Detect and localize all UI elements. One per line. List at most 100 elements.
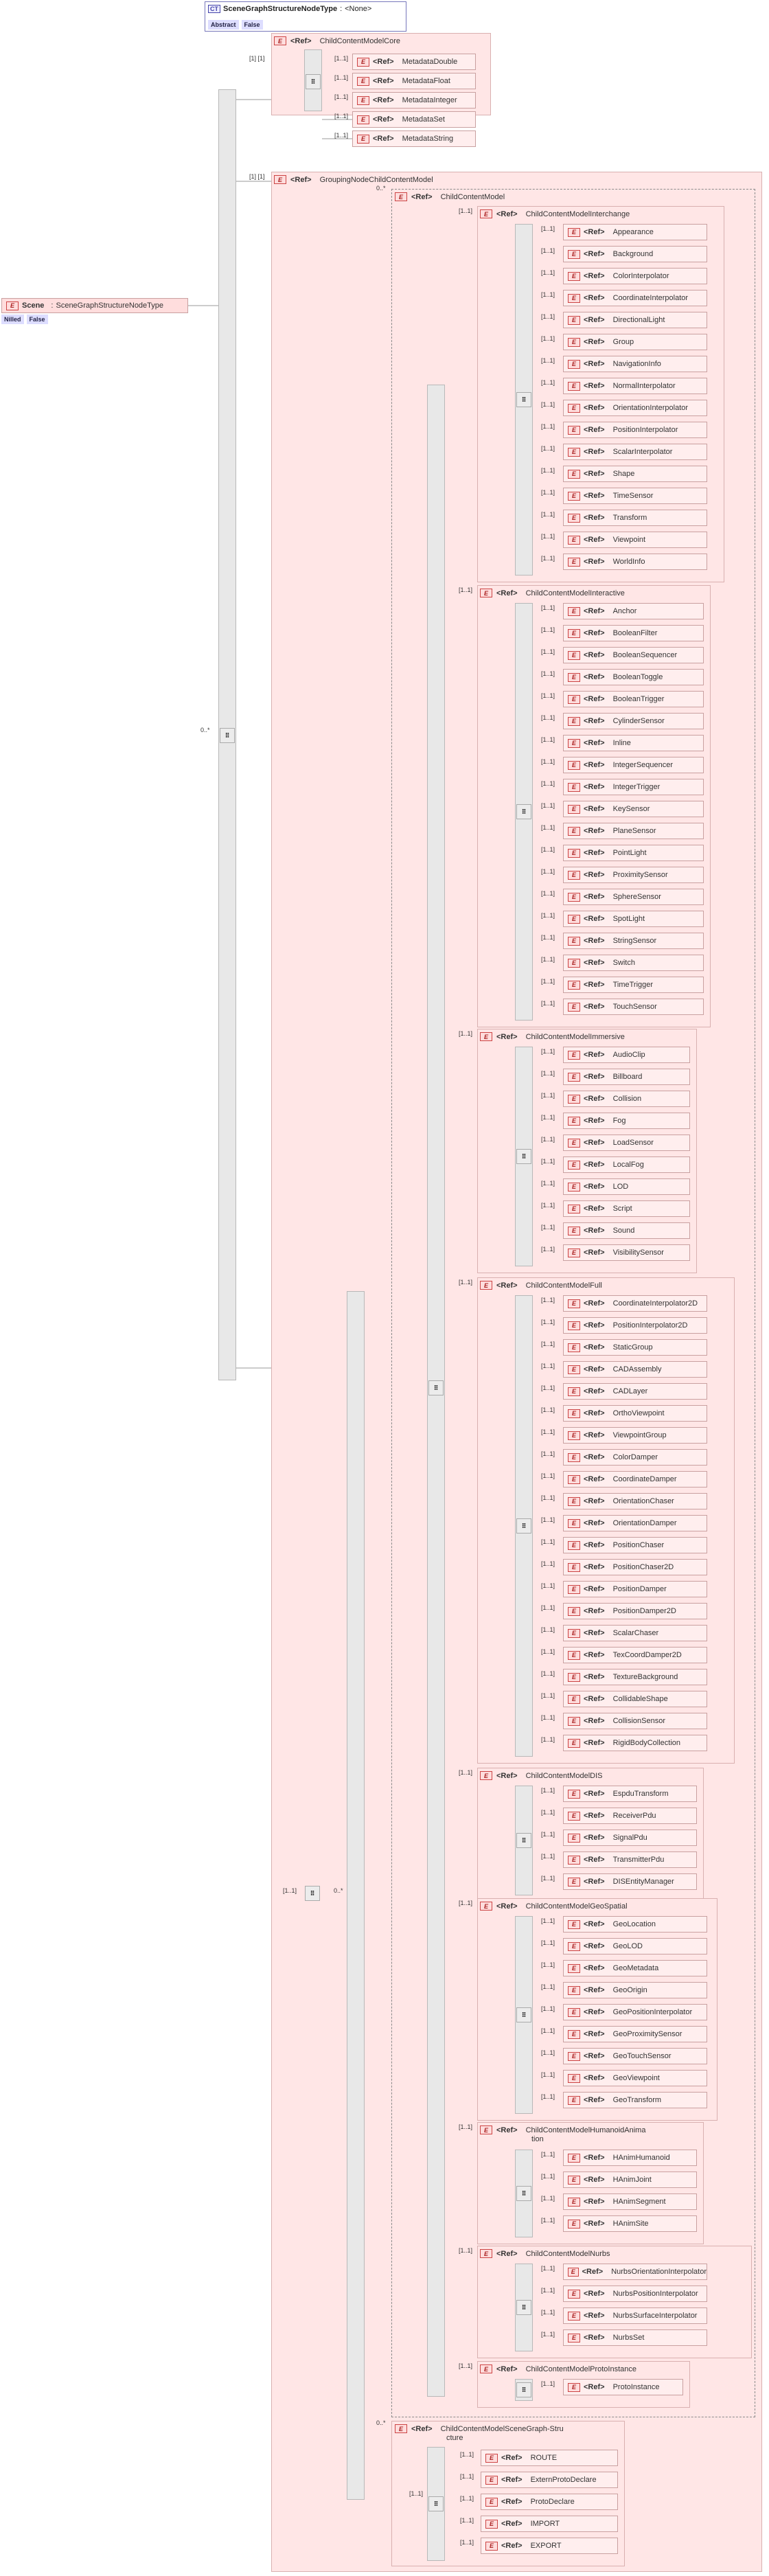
element-metadatastring[interactable]: E <Ref> MetadataString <box>352 130 476 147</box>
element-collidableshape[interactable]: E <Ref> CollidableShape <box>563 1691 707 1707</box>
element-nurbspositioninterpolator[interactable]: E <Ref> NurbsPositionInterpolator <box>563 2286 707 2302</box>
element-protoinstance[interactable]: E <Ref> ProtoInstance <box>563 2379 683 2395</box>
element-texcoorddamper2d[interactable]: E <Ref> TexCoordDamper2D <box>563 1647 707 1663</box>
group-title-childcontentmodelimmersive[interactable]: E <Ref> ChildContentModelImmersive <box>480 1032 625 1041</box>
element-metadatafloat[interactable]: E <Ref> MetadataFloat <box>352 73 476 89</box>
element-disentitymanager[interactable]: E <Ref> DISEntityManager <box>563 1873 697 1890</box>
element-geoorigin[interactable]: E <Ref> GeoOrigin <box>563 1982 707 1998</box>
element-geotransform[interactable]: E <Ref> GeoTransform <box>563 2092 707 2108</box>
element-signalpdu[interactable]: E <Ref> SignalPdu <box>563 1830 697 1846</box>
element-audioclip[interactable]: E <Ref> AudioClip <box>563 1047 690 1063</box>
grouping-group-title[interactable]: E <Ref> GroupingNodeChildContentModel <box>274 175 433 184</box>
group-title-childcontentmodelnurbs[interactable]: E <Ref> ChildContentModelNurbs <box>480 2249 610 2258</box>
element-hanimsite[interactable]: E <Ref> HAnimSite <box>563 2215 697 2232</box>
element-positioninterpolator[interactable]: E <Ref> PositionInterpolator <box>563 422 707 438</box>
element-collision[interactable]: E <Ref> Collision <box>563 1091 690 1107</box>
element-spheresensor[interactable]: E <Ref> SphereSensor <box>563 889 704 905</box>
element-hanimhumanoid[interactable]: E <Ref> HAnimHumanoid <box>563 2150 697 2166</box>
element-scalarchaser[interactable]: E <Ref> ScalarChaser <box>563 1625 707 1641</box>
element-keysensor[interactable]: E <Ref> KeySensor <box>563 801 704 817</box>
element-normalinterpolator[interactable]: E <Ref> NormalInterpolator <box>563 378 707 394</box>
element-fog[interactable]: E <Ref> Fog <box>563 1113 690 1129</box>
element-orientationchaser[interactable]: E <Ref> OrientationChaser <box>563 1493 707 1509</box>
element-espdutransform[interactable]: E <Ref> EspduTransform <box>563 1786 697 1802</box>
element-shape[interactable]: E <Ref> Shape <box>563 466 707 482</box>
element-booleantrigger[interactable]: E <Ref> BooleanTrigger <box>563 691 704 707</box>
element-geopositioninterpolator[interactable]: E <Ref> GeoPositionInterpolator <box>563 2004 707 2020</box>
scene-graph-structure-title[interactable]: E <Ref> ChildContentModelSceneGraph-Stru <box>395 2424 564 2433</box>
element-visibilitysensor[interactable]: E <Ref> VisibilitySensor <box>563 1244 690 1261</box>
scene-element[interactable]: E Scene : SceneGraphStructureNodeType <box>1 298 188 313</box>
group-title-childcontentmodelinteractive[interactable]: E <Ref> ChildContentModelInteractive <box>480 589 625 597</box>
element-coordinateinterpolator[interactable]: E <Ref> CoordinateInterpolator <box>563 290 707 306</box>
element-collisionsensor[interactable]: E <Ref> CollisionSensor <box>563 1713 707 1729</box>
element-script[interactable]: E <Ref> Script <box>563 1200 690 1217</box>
element-hanimsegment[interactable]: E <Ref> HAnimSegment <box>563 2193 697 2210</box>
element-inline[interactable]: E <Ref> Inline <box>563 735 704 751</box>
element-orientationdamper[interactable]: E <Ref> OrientationDamper <box>563 1515 707 1531</box>
element-externprotodeclare[interactable]: E <Ref> ExternProtoDeclare <box>481 2472 618 2488</box>
element-positiondamper2d[interactable]: E <Ref> PositionDamper2D <box>563 1603 707 1619</box>
element-group[interactable]: E <Ref> Group <box>563 334 707 350</box>
element-metadataset[interactable]: E <Ref> MetadataSet <box>352 111 476 128</box>
element-orientationinterpolator[interactable]: E <Ref> OrientationInterpolator <box>563 400 707 416</box>
element-geotouchsensor[interactable]: E <Ref> GeoTouchSensor <box>563 2048 707 2064</box>
element-protodeclare[interactable]: E <Ref> ProtoDeclare <box>481 2494 618 2510</box>
element-colorinterpolator[interactable]: E <Ref> ColorInterpolator <box>563 268 707 284</box>
group-title-childcontentmodeldis[interactable]: E <Ref> ChildContentModelDIS <box>480 1771 602 1780</box>
element-switch[interactable]: E <Ref> Switch <box>563 955 704 971</box>
child-content-model-title[interactable]: E <Ref> ChildContentModel <box>395 192 505 201</box>
element-billboard[interactable]: E <Ref> Billboard <box>563 1069 690 1085</box>
element-lod[interactable]: E <Ref> LOD <box>563 1178 690 1195</box>
element-booleantoggle[interactable]: E <Ref> BooleanToggle <box>563 669 704 685</box>
element-background[interactable]: E <Ref> Background <box>563 246 707 262</box>
element-nurbsset[interactable]: E <Ref> NurbsSet <box>563 2329 707 2346</box>
element-cadassembly[interactable]: E <Ref> CADAssembly <box>563 1361 707 1378</box>
element-transmitterpdu[interactable]: E <Ref> TransmitterPdu <box>563 1851 697 1868</box>
element-spotlight[interactable]: E <Ref> SpotLight <box>563 911 704 927</box>
core-group-title[interactable]: E <Ref> ChildContentModelCore <box>274 36 400 45</box>
element-cadlayer[interactable]: E <Ref> CADLayer <box>563 1383 707 1400</box>
element-geoviewpoint[interactable]: E <Ref> GeoViewpoint <box>563 2070 707 2086</box>
element-staticgroup[interactable]: E <Ref> StaticGroup <box>563 1339 707 1356</box>
element-receiverpdu[interactable]: E <Ref> ReceiverPdu <box>563 1808 697 1824</box>
element-touchsensor[interactable]: E <Ref> TouchSensor <box>563 999 704 1015</box>
element-positionchaser2d[interactable]: E <Ref> PositionChaser2D <box>563 1559 707 1575</box>
element-navigationinfo[interactable]: E <Ref> NavigationInfo <box>563 356 707 372</box>
element-appearance[interactable]: E <Ref> Appearance <box>563 224 707 240</box>
element-viewpointgroup[interactable]: E <Ref> ViewpointGroup <box>563 1427 707 1444</box>
element-hanimjoint[interactable]: E <Ref> HAnimJoint <box>563 2172 697 2188</box>
element-orthoviewpoint[interactable]: E <Ref> OrthoViewpoint <box>563 1405 707 1422</box>
element-export[interactable]: E <Ref> EXPORT <box>481 2538 618 2554</box>
element-geoproximitysensor[interactable]: E <Ref> GeoProximitySensor <box>563 2026 707 2042</box>
element-sound[interactable]: E <Ref> Sound <box>563 1222 690 1239</box>
element-metadatainteger[interactable]: E <Ref> MetadataInteger <box>352 92 476 109</box>
element-transform[interactable]: E <Ref> Transform <box>563 510 707 526</box>
element-integertrigger[interactable]: E <Ref> IntegerTrigger <box>563 779 704 795</box>
group-title-childcontentmodelfull[interactable]: E <Ref> ChildContentModelFull <box>480 1281 602 1290</box>
element-positionchaser[interactable]: E <Ref> PositionChaser <box>563 1537 707 1553</box>
element-timetrigger[interactable]: E <Ref> TimeTrigger <box>563 977 704 993</box>
element-positiondamper[interactable]: E <Ref> PositionDamper <box>563 1581 707 1597</box>
group-title-childcontentmodelhumanoidanimation[interactable]: E <Ref> ChildContentModelHumanoidAnima <box>480 2125 645 2134</box>
element-viewpoint[interactable]: E <Ref> Viewpoint <box>563 532 707 548</box>
element-route[interactable]: E <Ref> ROUTE <box>481 2450 618 2466</box>
element-scalarinterpolator[interactable]: E <Ref> ScalarInterpolator <box>563 444 707 460</box>
element-geolod[interactable]: E <Ref> GeoLOD <box>563 1938 707 1954</box>
element-booleansequencer[interactable]: E <Ref> BooleanSequencer <box>563 647 704 663</box>
element-planesensor[interactable]: E <Ref> PlaneSensor <box>563 823 704 839</box>
element-import[interactable]: E <Ref> IMPORT <box>481 2516 618 2532</box>
element-pointlight[interactable]: E <Ref> PointLight <box>563 845 704 861</box>
element-booleanfilter[interactable]: E <Ref> BooleanFilter <box>563 625 704 641</box>
element-nurbssurfaceinterpolator[interactable]: E <Ref> NurbsSurfaceInterpolator <box>563 2307 707 2324</box>
element-proximitysensor[interactable]: E <Ref> ProximitySensor <box>563 867 704 883</box>
group-title-childcontentmodelgeospatial[interactable]: E <Ref> ChildContentModelGeoSpatial <box>480 1902 628 1911</box>
element-nurbsorientationinterpolator[interactable]: E <Ref> NurbsOrientationInterpolator <box>563 2264 707 2280</box>
element-localfog[interactable]: E <Ref> LocalFog <box>563 1156 690 1173</box>
element-geometadata[interactable]: E <Ref> GeoMetadata <box>563 1960 707 1976</box>
element-integersequencer[interactable]: E <Ref> IntegerSequencer <box>563 757 704 773</box>
element-worldinfo[interactable]: E <Ref> WorldInfo <box>563 554 707 570</box>
element-positioninterpolator2d[interactable]: E <Ref> PositionInterpolator2D <box>563 1317 707 1334</box>
element-directionallight[interactable]: E <Ref> DirectionalLight <box>563 312 707 328</box>
group-title-childcontentmodelprotoinstance[interactable]: E <Ref> ChildContentModelProtoInstance <box>480 2364 636 2373</box>
